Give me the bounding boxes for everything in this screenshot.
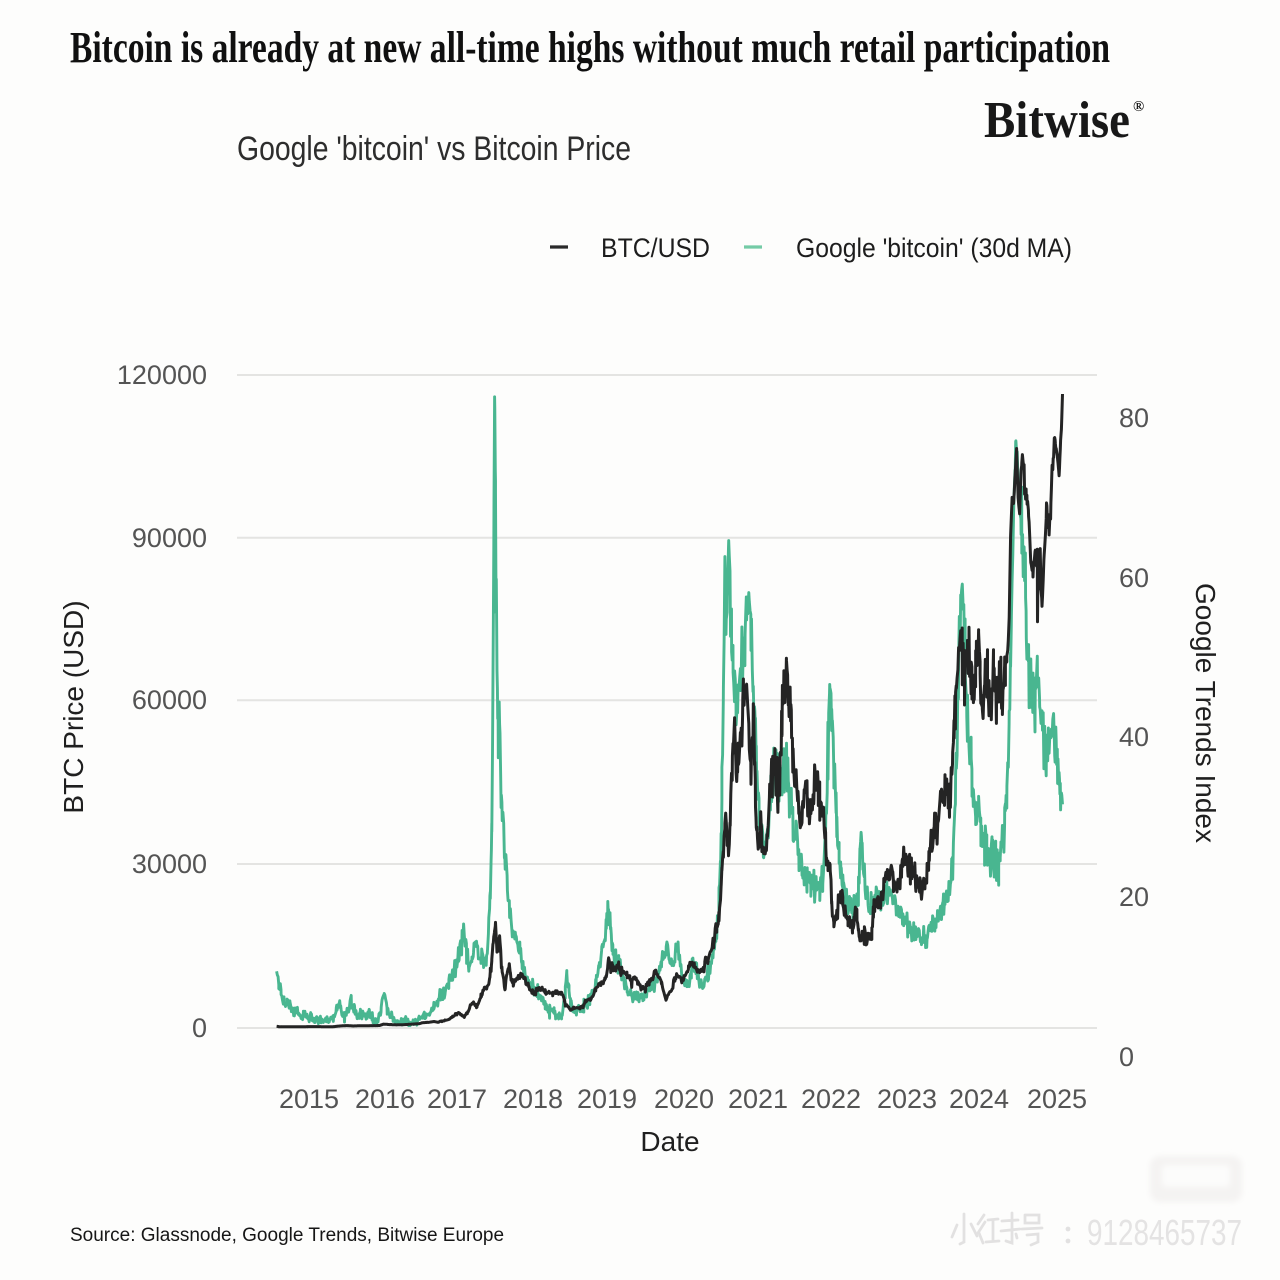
svg-text:0: 0 [192,1013,207,1043]
svg-text:Bitwise: Bitwise [984,92,1130,149]
svg-text:2025: 2025 [1027,1084,1087,1114]
svg-text:2020: 2020 [654,1084,714,1114]
svg-text:BTC/USD: BTC/USD [601,233,710,263]
svg-text:Source: Glassnode, Google Tren: Source: Glassnode, Google Trends, Bitwis… [70,1225,504,1246]
svg-text:BTC Price (USD): BTC Price (USD) [58,600,89,813]
svg-text:®: ® [1133,99,1144,115]
svg-text:Google 'bitcoin' (30d MA): Google 'bitcoin' (30d MA) [796,233,1072,263]
svg-text:30000: 30000 [132,849,207,879]
svg-text:120000: 120000 [117,360,207,390]
svg-text:20: 20 [1119,882,1149,912]
svg-text:80: 80 [1119,403,1149,433]
svg-text:2016: 2016 [355,1084,415,1114]
svg-text:90000: 90000 [132,523,207,553]
svg-text:Google Trends Index: Google Trends Index [1190,583,1221,843]
svg-text:2021: 2021 [728,1084,788,1114]
svg-text:2022: 2022 [801,1084,861,1114]
svg-text:0: 0 [1119,1042,1134,1072]
svg-text:60000: 60000 [132,685,207,715]
svg-text:9128465737: 9128465737 [1087,1212,1242,1253]
svg-text:Google 'bitcoin' vs Bitcoin Pr: Google 'bitcoin' vs Bitcoin Price [237,130,631,168]
svg-text:2019: 2019 [577,1084,637,1114]
svg-text:2017: 2017 [427,1084,487,1114]
svg-text:2023: 2023 [877,1084,937,1114]
svg-text:Bitcoin is already at new all-: Bitcoin is already at new all-time highs… [70,23,1110,72]
svg-text:40: 40 [1119,722,1149,752]
svg-text:2015: 2015 [279,1084,339,1114]
svg-text:2018: 2018 [503,1084,563,1114]
svg-text:Date: Date [640,1126,699,1157]
svg-text:2024: 2024 [949,1084,1009,1114]
svg-text:60: 60 [1119,563,1149,593]
